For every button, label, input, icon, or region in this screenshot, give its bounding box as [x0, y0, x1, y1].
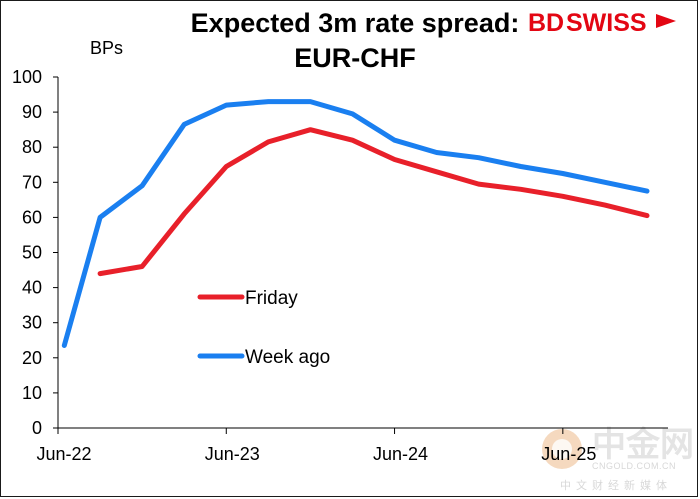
brand-part1: BD [528, 9, 564, 37]
legend: Friday Week ago [197, 288, 330, 368]
chart-title-line1: Expected 3m rate spread: [191, 8, 520, 38]
x-tick-label: Jun-23 [205, 444, 260, 464]
y-tick-label: 50 [22, 243, 42, 263]
y-tick-label: 90 [22, 102, 42, 122]
x-tick-label: Jun-22 [36, 444, 91, 464]
brand-part2: SWISS [566, 9, 647, 37]
legend-label-friday: Friday [245, 288, 298, 309]
x-tick-label: Jun-24 [373, 444, 428, 464]
y-tick-label: 80 [22, 137, 42, 157]
x-ticks: Jun-22 Jun-23 Jun-24 Jun-25 [36, 428, 596, 464]
watermark: 中金网 CNGOLD.COM.CN 中文财经新媒体 [542, 425, 694, 492]
brand-arrow-icon [656, 14, 676, 28]
y-tick-label: 70 [22, 172, 42, 192]
watermark-logo-inner-icon [552, 439, 572, 459]
y-tick-label: 30 [22, 313, 42, 333]
watermark-domain: CNGOLD.COM.CN [592, 461, 676, 471]
y-tick-label: 20 [22, 348, 42, 368]
y-ticks: 0 10 20 30 40 50 60 70 80 90 100 [12, 67, 58, 438]
axes [57, 77, 668, 429]
y-tick-label: 40 [22, 278, 42, 298]
y-tick-label: 60 [22, 207, 42, 227]
series-line-week-ago [61, 99, 650, 348]
brand-logo: BD SWISS [528, 9, 676, 37]
watermark-chinese: 中金网 [592, 425, 694, 465]
watermark-subtitle: 中文财经新媒体 [560, 478, 672, 492]
legend-label-week-ago: Week ago [245, 347, 330, 368]
y-tick-label: 0 [32, 418, 42, 438]
y-tick-label: 100 [12, 67, 42, 87]
series-layer [61, 99, 650, 348]
x-tick-label: Jun-25 [541, 444, 596, 464]
y-axis-unit: BPs [90, 38, 123, 58]
chart-title-line2: EUR-CHF [294, 43, 416, 73]
y-tick-label: 10 [22, 383, 42, 403]
series-line-friday [97, 127, 650, 277]
